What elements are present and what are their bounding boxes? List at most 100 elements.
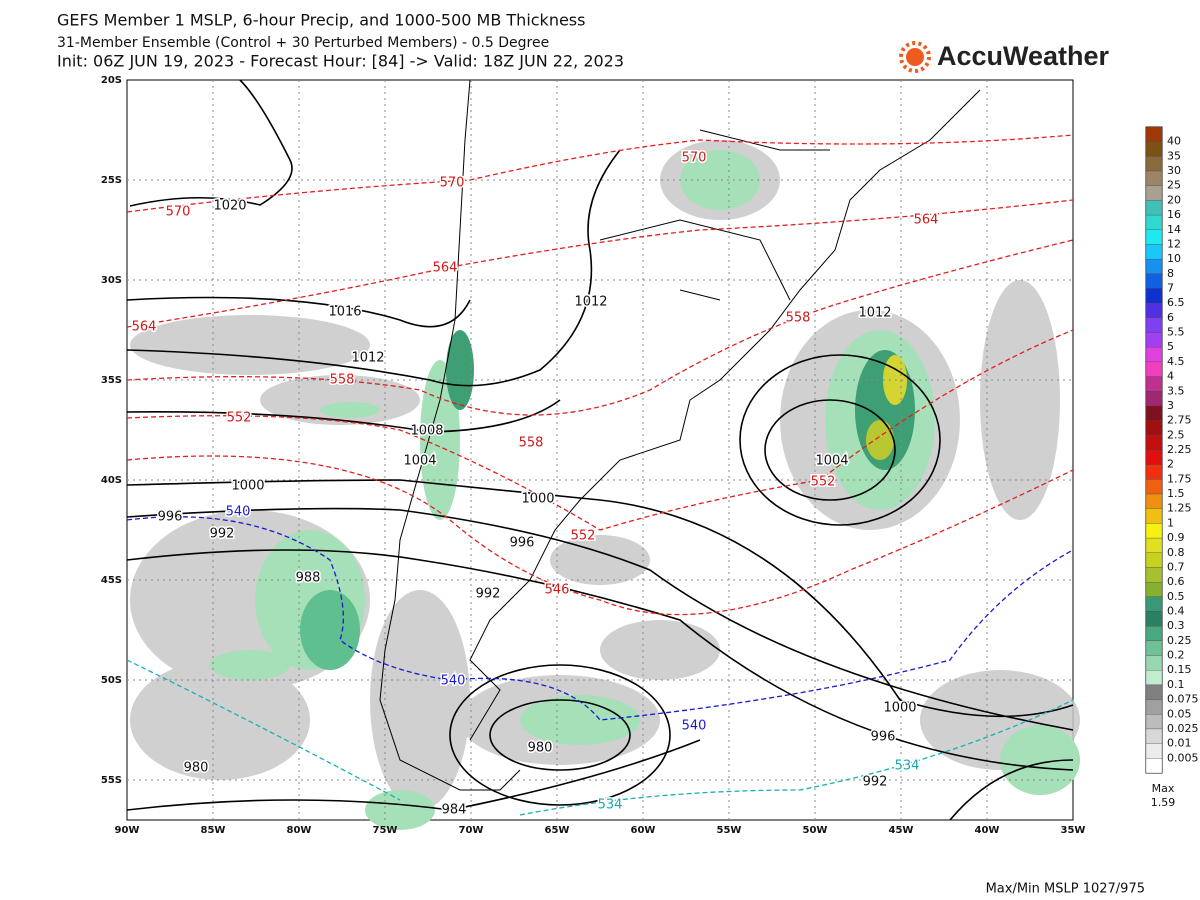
colorbar-label: 0.3: [1167, 619, 1185, 632]
subtitle: 31-Member Ensemble (Control + 30 Perturb…: [57, 35, 549, 51]
colorbar-label: 0.1: [1167, 678, 1185, 691]
colorbar-label: 2.5: [1167, 428, 1185, 441]
colorbar-label: 7: [1167, 282, 1174, 295]
colorbar-label: 4.5: [1167, 355, 1185, 368]
colorbar-swatch: [1145, 611, 1163, 627]
colorbar-swatch: [1145, 435, 1163, 451]
colorbar-swatch: [1145, 581, 1163, 597]
contour-label: 980: [184, 761, 209, 776]
colorbar-label: 1.5: [1167, 487, 1185, 500]
colorbar-swatch: [1145, 185, 1163, 201]
colorbar-swatch: [1145, 156, 1163, 172]
colorbar-swatch: [1145, 347, 1163, 363]
colorbar-swatch: [1145, 626, 1163, 642]
contour-label: 564: [132, 320, 157, 335]
colorbar-swatch: [1145, 141, 1163, 157]
lat-label: 40S: [101, 475, 122, 486]
colorbar-label: 4: [1167, 370, 1174, 383]
colorbar-swatch: [1145, 420, 1163, 436]
contour-label: 552: [811, 475, 836, 490]
logo: AccuWeather: [937, 41, 1110, 71]
colorbar-swatch: [1145, 552, 1163, 568]
contour-label: 992: [863, 775, 888, 790]
contour-label: 540: [682, 719, 707, 734]
colorbar-label: 10: [1167, 252, 1181, 265]
colorbar-label: 25: [1167, 179, 1181, 192]
lat-label: 45S: [101, 575, 122, 586]
colorbar-label: 0.025: [1167, 722, 1199, 735]
contour-label: 1016: [328, 305, 361, 320]
lon-label: 75W: [373, 825, 398, 836]
contour-label: 1012: [574, 295, 607, 310]
colorbar-label: 12: [1167, 237, 1181, 250]
lon-label: 50W: [803, 825, 828, 836]
colorbar-label: 0.5: [1167, 590, 1185, 603]
lon-label: 35W: [1061, 825, 1086, 836]
colorbar-label: 3.5: [1167, 384, 1185, 397]
colorbar-swatch: [1145, 699, 1163, 715]
colorbar-swatch: [1145, 391, 1163, 407]
colorbar-label: 0.075: [1167, 693, 1199, 706]
lon-label: 60W: [631, 825, 656, 836]
colorbar-label: 0.25: [1167, 634, 1192, 647]
colorbar-swatch: [1145, 405, 1163, 421]
coastline: [379, 79, 981, 791]
contour-label: 552: [571, 529, 596, 544]
thickness-cyan: [126, 659, 1074, 816]
colorbar-label: 8: [1167, 267, 1174, 280]
colorbar-label: 2.75: [1167, 414, 1192, 427]
contour-label: 1000: [883, 701, 916, 716]
lon-label: 55W: [717, 825, 742, 836]
contour-label: 564: [433, 261, 458, 276]
colorbar-swatch: [1145, 758, 1163, 774]
contour-label: 996: [871, 730, 896, 745]
colorbar-label: 35: [1167, 149, 1181, 162]
colorbar-swatch: [1145, 743, 1163, 759]
colorbar-swatch: [1145, 640, 1163, 656]
lat-label: 20S: [101, 75, 122, 86]
init-line: Init: 06Z JUN 19, 2023 - Forecast Hour: …: [57, 52, 624, 71]
thickness-blue: [126, 516, 1074, 721]
contour-label: 1008: [410, 424, 443, 439]
mslp-contours: [126, 79, 1074, 821]
colorbar-swatch: [1145, 332, 1163, 348]
colorbar-swatch: [1145, 200, 1163, 216]
colorbar-label: 0.01: [1167, 737, 1192, 750]
colorbar-label: 0.2: [1167, 649, 1185, 662]
contour-label: 1000: [231, 479, 264, 494]
colorbar-label: 0.6: [1167, 575, 1185, 588]
colorbar-label: 5.5: [1167, 326, 1185, 339]
title: GEFS Member 1 MSLP, 6-hour Precip, and 1…: [57, 11, 585, 30]
colorbar-swatch: [1145, 449, 1163, 465]
colorbar-label: 0.4: [1167, 605, 1185, 618]
colorbar-label: 2: [1167, 458, 1174, 471]
colorbar-label: 20: [1167, 193, 1181, 206]
lat-label: 30S: [101, 275, 122, 286]
colorbar-label: 1.75: [1167, 472, 1192, 485]
colorbar-swatch: [1145, 670, 1163, 686]
thickness-red: [126, 134, 1074, 616]
contour-label: 534: [598, 798, 623, 813]
colorbar-swatch: [1145, 655, 1163, 671]
lat-label: 55S: [101, 775, 122, 786]
contour-label: 984: [442, 803, 467, 818]
colorbar-label: 0.8: [1167, 546, 1185, 559]
contour-label: 558: [519, 436, 544, 451]
contour-label: 558: [330, 373, 355, 388]
colorbar-swatch: [1145, 317, 1163, 333]
contour-label: 1020: [213, 199, 246, 214]
contour-label: 1012: [351, 351, 384, 366]
contour-label: 570: [682, 151, 707, 166]
colorbar-label: 6.5: [1167, 296, 1185, 309]
logo-icon: [899, 41, 931, 73]
colorbar-swatch: [1145, 493, 1163, 509]
contour-label: 1004: [815, 454, 848, 469]
colorbar-label: 3: [1167, 399, 1174, 412]
colorbar-label: 14: [1167, 223, 1181, 236]
lon-label: 65W: [545, 825, 570, 836]
contour-label: 546: [545, 583, 570, 598]
colorbar-max-title: Max: [1152, 782, 1175, 795]
colorbar-swatch: [1145, 714, 1163, 730]
colorbar-swatch: [1145, 258, 1163, 274]
